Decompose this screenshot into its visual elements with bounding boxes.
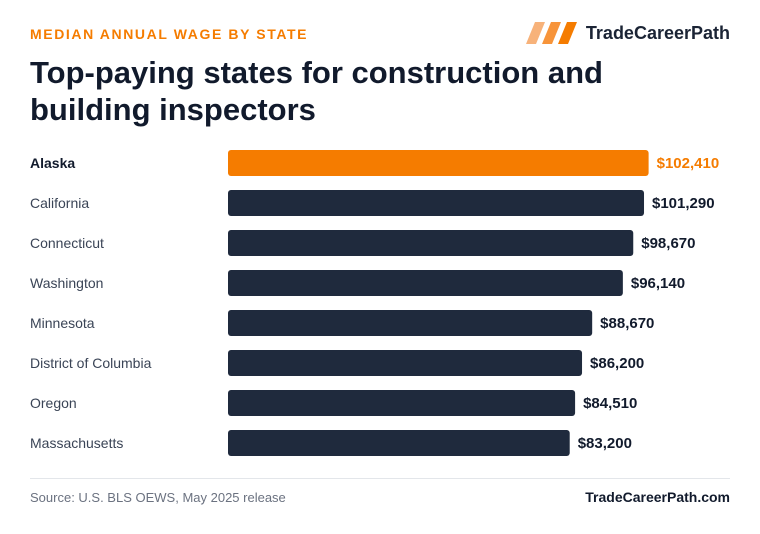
value-label: $102,410 — [657, 155, 720, 172]
bar-chart: Alaska $102,410 California $101,290 Connecti… — [30, 150, 720, 456]
category-label: Minnesota — [30, 315, 95, 331]
bar — [228, 270, 623, 296]
bar — [228, 150, 649, 176]
bar — [228, 190, 645, 216]
eyebrow-label: MEDIAN ANNUAL WAGE BY STATE — [30, 26, 309, 42]
brand[interactable]: TradeCareerPath — [525, 20, 730, 46]
footer-divider — [30, 478, 730, 479]
category-label: Massachusetts — [30, 435, 123, 451]
category-label: Washington — [30, 275, 103, 291]
site-link[interactable]: TradeCareerPath.com — [585, 489, 730, 505]
value-label: $101,290 — [652, 195, 715, 212]
stripes-logo-icon — [525, 22, 577, 44]
value-label: $84,510 — [583, 395, 637, 412]
bar — [228, 350, 583, 376]
value-label: $83,200 — [578, 435, 632, 452]
category-label: Alaska — [30, 155, 75, 171]
category-label: Connecticut — [30, 235, 104, 251]
category-label: Oregon — [30, 395, 77, 411]
bar — [228, 430, 570, 456]
value-label: $86,200 — [590, 355, 644, 372]
chart-title: Top-paying states for construction and b… — [30, 55, 603, 127]
value-label: $98,670 — [641, 235, 695, 252]
value-label: $96,140 — [631, 275, 685, 292]
value-label: $88,670 — [600, 315, 654, 332]
bar — [228, 390, 576, 416]
category-label: California — [30, 195, 89, 211]
brand-name: TradeCareerPath — [585, 22, 730, 43]
bar — [228, 310, 593, 336]
category-label: District of Columbia — [30, 355, 152, 371]
bar — [228, 230, 634, 256]
source-note: Source: U.S. BLS OEWS, May 2025 release — [30, 490, 286, 505]
